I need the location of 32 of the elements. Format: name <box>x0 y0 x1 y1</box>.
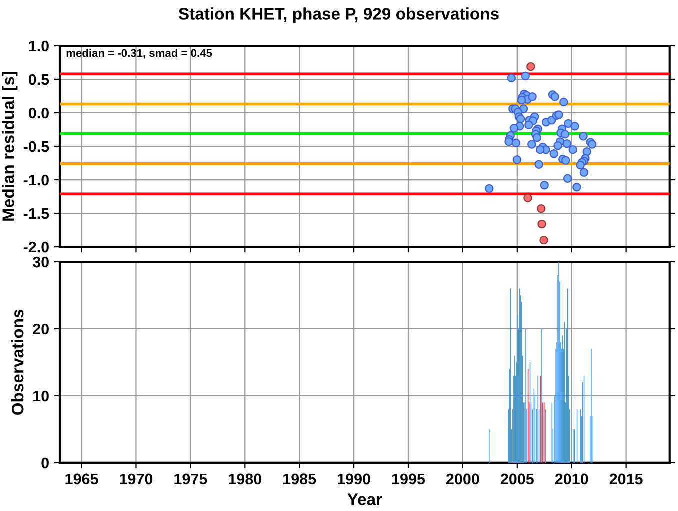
x-tick-label: 2010 <box>555 474 588 485</box>
annotation: median = -0.31, smad = 0.45 <box>66 49 212 59</box>
y-axis-title: Observations <box>12 310 24 416</box>
y-tick-label: 20 <box>33 324 49 335</box>
x-tick-label: 1980 <box>229 474 262 485</box>
x-tick-label: 1970 <box>120 474 153 485</box>
y-tick-label: 0 <box>42 458 49 469</box>
y-tick-label: -1.5 <box>24 208 50 220</box>
x-tick-label: 1990 <box>338 474 370 485</box>
y-tick-label: 30 <box>32 256 49 268</box>
point <box>524 194 532 202</box>
y-tick-label: -0.5 <box>24 141 50 152</box>
point <box>538 220 546 229</box>
x-tick-label: 1995 <box>392 474 426 485</box>
y-tick-label: 0.0 <box>28 108 49 119</box>
x-tick-label: 1975 <box>174 474 208 485</box>
y-axis-title: Median residual [s] <box>2 72 18 221</box>
y-tick-label: 1.0 <box>29 40 49 52</box>
x-tick-label: 2000 <box>446 474 480 485</box>
y-tick-label: 0.5 <box>28 74 50 86</box>
x-tick-label: 2015 <box>610 474 643 485</box>
point <box>540 236 548 245</box>
x-axis-title: Year <box>348 494 382 506</box>
x-tick-label: 1965 <box>66 474 98 485</box>
chart-title: Station KHET, phase P, 929 observations <box>178 8 499 24</box>
point <box>537 204 546 214</box>
x-tick-label: 2005 <box>500 474 534 485</box>
x-tick-label: 1985 <box>284 474 316 485</box>
y-tick-label: -2.0 <box>24 242 49 253</box>
y-tick-label: 10 <box>34 390 49 402</box>
point <box>526 62 536 72</box>
y-tick-label: -1.0 <box>24 174 49 186</box>
